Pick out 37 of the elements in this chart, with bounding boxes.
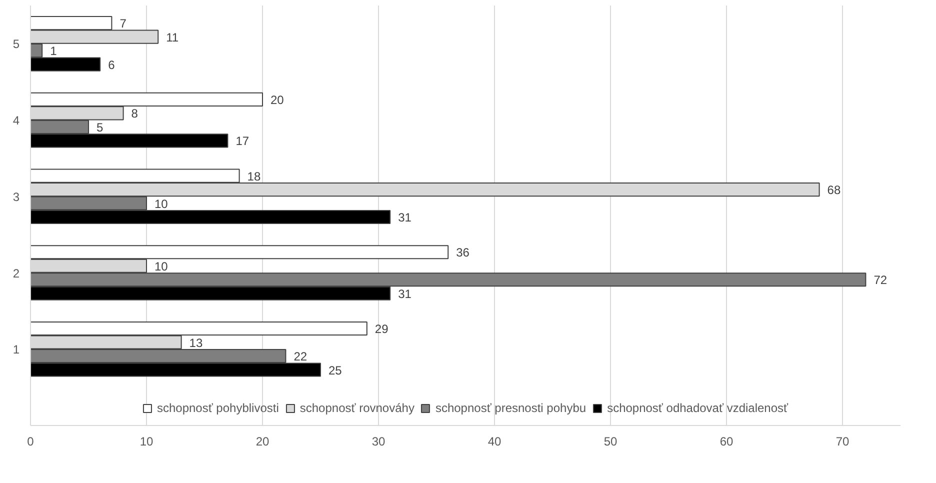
y-tick-label: 4: [12, 114, 20, 128]
x-tick-label: 70: [836, 434, 850, 448]
x-tick-label: 0: [27, 434, 34, 448]
legend-label: schopnosť pohyblivosti: [156, 401, 279, 415]
x-tick-label: 50: [604, 434, 618, 448]
data-label: 22: [294, 350, 308, 364]
data-label: 29: [374, 322, 389, 336]
data-label: 8: [131, 106, 138, 121]
y-tick-label: 5: [12, 37, 20, 52]
data-label: 17: [236, 134, 250, 148]
data-label: 25: [328, 363, 342, 378]
data-label: 31: [398, 286, 412, 301]
data-label: 31: [398, 210, 412, 225]
x-tick-label: 40: [488, 434, 502, 448]
data-label: 6: [108, 58, 116, 72]
legend-label: schopnosť presnosti pohybu: [435, 401, 586, 415]
data-label: 1: [50, 44, 58, 58]
data-label: 10: [154, 196, 168, 211]
x-tick-label: 10: [140, 434, 154, 448]
data-label: 13: [189, 336, 203, 350]
x-tick-label: 20: [256, 434, 270, 448]
legend-label: schopnosť rovnováhy: [300, 401, 414, 415]
data-label: 10: [154, 259, 168, 274]
data-label: 11: [166, 30, 179, 44]
y-tick-label: 1: [12, 342, 20, 357]
data-label: 7: [120, 16, 127, 31]
data-label: 20: [270, 92, 284, 107]
y-tick-label: 3: [12, 190, 20, 204]
data-label: 5: [96, 120, 104, 134]
y-tick-label: 2: [12, 266, 20, 280]
data-label: 36: [456, 246, 470, 260]
data-label: 72: [874, 273, 888, 288]
legend-label: schopnosť odhadovať vzdialenosť: [607, 401, 788, 415]
data-label: 68: [827, 183, 841, 198]
x-tick-label: 30: [372, 434, 386, 448]
x-tick-label: 60: [720, 434, 734, 448]
data-label: 18: [247, 169, 261, 184]
